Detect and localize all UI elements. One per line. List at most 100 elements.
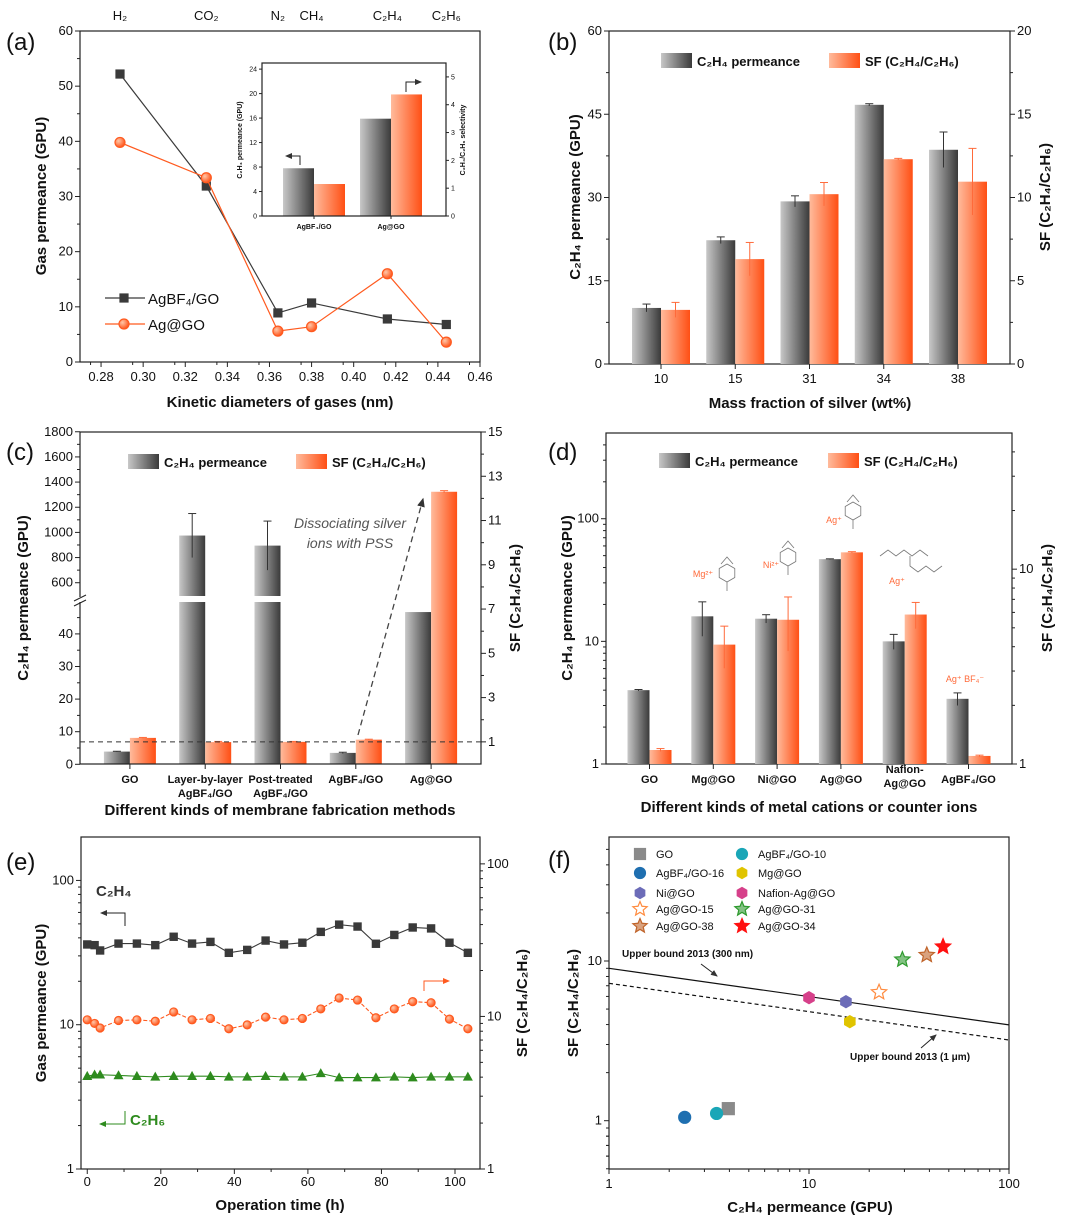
data-point — [305, 321, 318, 333]
tick-label: 7 — [488, 601, 495, 616]
data-point — [224, 948, 234, 958]
data-point — [441, 319, 451, 330]
tick-label: 1000 — [44, 524, 73, 539]
bar-permeance — [854, 104, 884, 364]
category-label: Layer-by-layer — [168, 774, 244, 786]
bar-sf — [205, 742, 232, 764]
tick-label: 10 — [802, 1176, 816, 1191]
annotation-text: ions with PSS — [307, 535, 394, 551]
data-point — [95, 1023, 105, 1033]
category-label: Mg@GO — [691, 774, 735, 786]
axis-break-gap — [178, 596, 207, 602]
legend-label: Ni@GO — [656, 888, 695, 900]
inset-bar-permeance — [360, 118, 391, 216]
tick-label: 13 — [488, 468, 502, 483]
bar-sf — [809, 194, 839, 364]
tick-label: 0.38 — [299, 369, 324, 384]
series-line — [119, 73, 447, 326]
data-point — [463, 1024, 473, 1034]
data-point — [893, 950, 912, 968]
tick-label: 100 — [487, 856, 509, 871]
category-label: AgBF₄/GO — [253, 788, 308, 800]
inset-bar-permeance — [283, 168, 314, 216]
tick-label: 0 — [253, 214, 257, 221]
bar-permeance — [405, 612, 432, 764]
tick-label: 5 — [451, 74, 455, 81]
tick-label: 60 — [59, 23, 73, 38]
tick-label: 0 — [66, 354, 73, 369]
data-point — [840, 995, 852, 1009]
tick-label: 10 — [59, 299, 73, 314]
tick-label: 800 — [51, 550, 73, 565]
tick-label: 40 — [59, 133, 73, 148]
bar-permeance — [691, 616, 714, 764]
tick-label: 24 — [249, 67, 257, 74]
tick-label: 5 — [1017, 273, 1024, 288]
data-point — [205, 1013, 216, 1024]
legend-marker — [118, 318, 130, 330]
y-axis-title: Gas permeance (GPU) — [33, 924, 50, 1082]
data-point — [370, 1072, 381, 1082]
label-arrow — [920, 1034, 937, 1049]
tick-label: 15 — [488, 424, 502, 439]
gas-label: CO₂ — [194, 8, 219, 23]
ion-label: Ni²⁺ — [763, 560, 779, 570]
y-axis-title: C₂H₄ permeance (GPU) — [567, 114, 584, 280]
data-point — [243, 945, 252, 955]
axis-break-mark — [73, 594, 87, 602]
y-axis-title: Gas permeance (GPU) — [33, 117, 50, 275]
gas-label: CH₄ — [300, 8, 324, 23]
tick-label: 9 — [488, 557, 495, 572]
data-point — [278, 1071, 290, 1081]
category-label: GO — [121, 774, 139, 786]
data-point — [334, 1072, 345, 1082]
axis-break-gap — [253, 596, 282, 602]
inset-y2-axis-title: C₂H₄/C₂H₆ selectivity — [460, 105, 467, 176]
tick-label: 8 — [253, 165, 257, 172]
legend-label: AgBF₄/GO-16 — [656, 868, 724, 880]
inset-bar-selectivity — [391, 94, 422, 216]
tick-label: 600 — [51, 575, 73, 590]
tick-label: 1 — [605, 1176, 612, 1191]
data-point — [113, 1070, 124, 1080]
tick-label: 0.44 — [425, 369, 450, 384]
legend-swatch-sf — [829, 53, 860, 68]
panel-label: (c) — [6, 439, 34, 466]
tick-label: 1 — [592, 756, 599, 771]
data-point — [95, 946, 105, 955]
label-arrow — [700, 963, 718, 977]
dashed-arrow — [357, 497, 425, 736]
tick-label: 30 — [59, 659, 73, 674]
tick-label: 1400 — [44, 474, 73, 489]
panel-label: (e) — [6, 849, 35, 876]
tick-label: 30 — [59, 189, 73, 204]
upper-bound-label: Upper bound 2013 (1 μm) — [850, 1052, 970, 1063]
left-axis-arrow — [99, 1111, 126, 1127]
upper-bound-line — [608, 982, 1010, 1041]
legend-label: AgBF₄/GO — [148, 291, 219, 308]
data-point — [389, 1071, 400, 1081]
tick-label: 100 — [998, 1176, 1020, 1191]
tick-label: 0.42 — [383, 369, 408, 384]
data-point — [224, 1024, 234, 1034]
category-label: Nafion- — [886, 764, 924, 776]
data-point — [352, 1072, 363, 1082]
tick-label: 0.36 — [257, 369, 282, 384]
tick-label: 1200 — [44, 499, 73, 514]
y2-axis-title: SF (C₂H₄/C₂H₆) — [1037, 143, 1054, 251]
legend-marker — [733, 899, 751, 917]
right-axis-arrow — [423, 978, 450, 991]
tick-label: 20 — [59, 691, 73, 706]
x-axis-title: Different kinds of membrane fabrication … — [105, 802, 456, 819]
tick-label: 1 — [451, 186, 455, 193]
bar-permeance — [706, 240, 736, 364]
data-point — [445, 938, 454, 947]
tick-label: 10 — [60, 1017, 74, 1032]
data-point — [169, 932, 178, 941]
tick-label: 60 — [301, 1174, 315, 1189]
y-axis-title: C₂H₄ permeance (GPU) — [559, 515, 576, 681]
tick-label: 12 — [249, 140, 257, 147]
bar-sf — [355, 739, 382, 764]
data-point — [426, 924, 436, 933]
